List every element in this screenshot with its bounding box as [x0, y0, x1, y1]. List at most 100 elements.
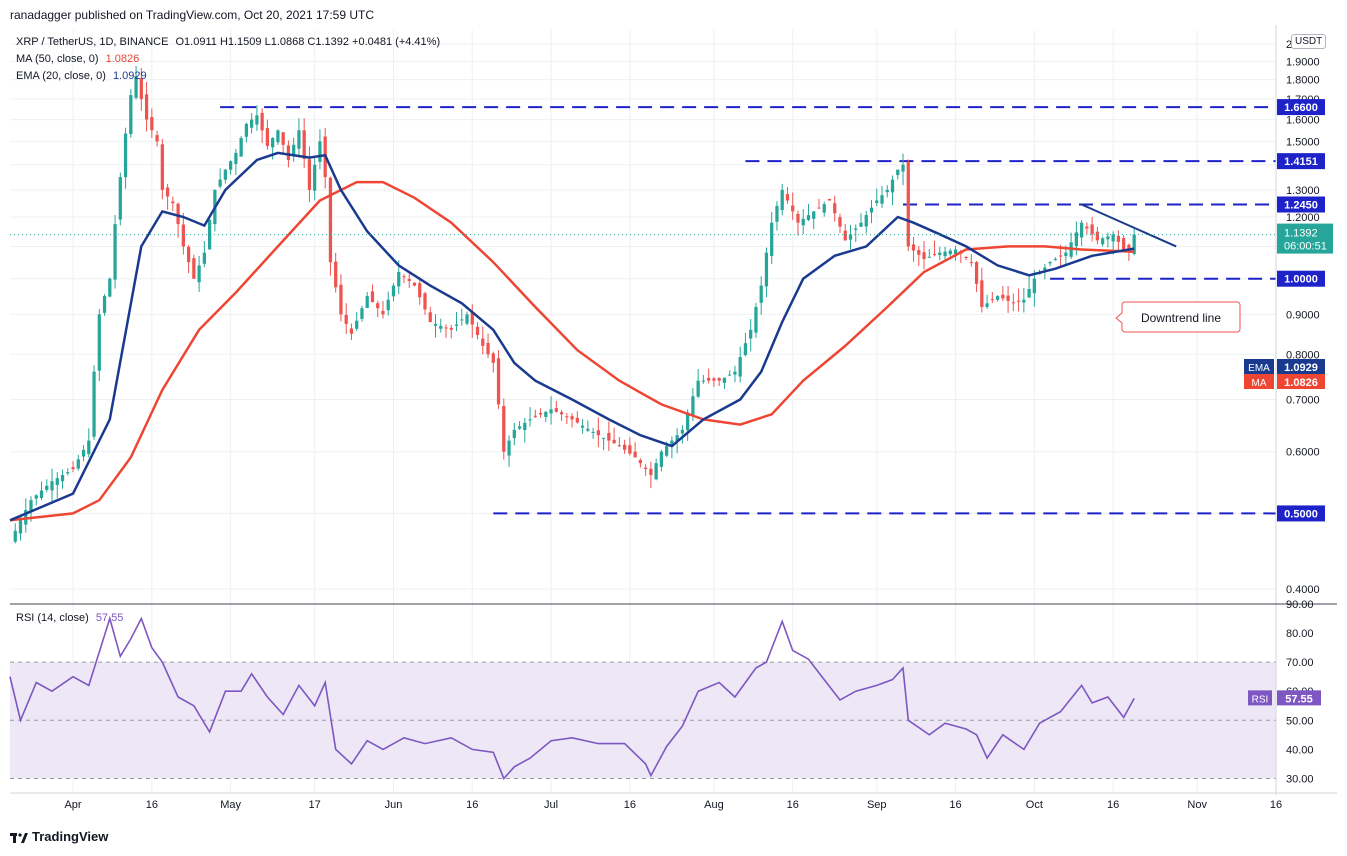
annotations: Downtrend line [10, 203, 1276, 333]
candle-body [386, 299, 390, 311]
ma-label: MA (50, close, 0) [16, 53, 99, 65]
candle-body [475, 326, 480, 336]
candle-body [355, 320, 359, 329]
rsi-value: 57.55 [95, 612, 124, 624]
candle-body [512, 429, 516, 439]
y-tick-label: 1.9000 [1286, 56, 1320, 68]
candle-body [370, 291, 375, 303]
candle-body [502, 406, 506, 452]
indicator-tag [1244, 359, 1274, 374]
ema-label: EMA (20, close, 0) [16, 70, 106, 82]
candle-body [229, 161, 233, 170]
candle-body [680, 429, 685, 434]
rsi-tick-label: 50.00 [1286, 715, 1314, 727]
candle-body [428, 312, 432, 323]
candle-body [859, 222, 863, 227]
candle-body [707, 377, 711, 381]
candle-body [1085, 226, 1089, 229]
candle-body [759, 285, 763, 303]
candle-body [81, 449, 86, 457]
candle-body [155, 135, 159, 142]
rsi-label: RSI (14, close) [16, 612, 89, 624]
level-price-badge [1277, 153, 1325, 170]
candle-body [1001, 294, 1005, 299]
candle-body [1106, 236, 1110, 240]
candle-body [376, 303, 380, 309]
candle-body [150, 117, 154, 131]
candle-body [985, 303, 989, 307]
candle-body [523, 422, 527, 430]
candle-body [97, 314, 101, 371]
indicator-price-badge [1277, 374, 1325, 389]
candle-body [102, 296, 107, 313]
candle-body [728, 374, 732, 376]
candle-body [565, 416, 569, 418]
candle-body [313, 164, 317, 191]
publisher-line: ranadagger published on TradingView.com,… [10, 8, 375, 22]
callout-text: Downtrend line [1141, 311, 1221, 325]
x-tick-label: 16 [466, 799, 478, 811]
rsi-value-badge [1277, 690, 1321, 706]
currency-badge[interactable]: USDT [1291, 34, 1327, 49]
candle-body [885, 189, 889, 193]
x-tick-label: 16 [146, 799, 158, 811]
tradingview-icon [10, 832, 28, 843]
candle-body [554, 408, 558, 412]
candle-body [439, 325, 443, 329]
candle-body [812, 211, 816, 219]
candle-body [1011, 302, 1015, 304]
candle-body [66, 472, 70, 474]
candle-body [360, 308, 364, 319]
candle-body [953, 249, 958, 254]
candle-body [922, 252, 926, 259]
candle-body [507, 440, 511, 456]
candle-body [775, 205, 779, 222]
candle-body [538, 412, 543, 415]
downtrend-line [1081, 203, 1177, 248]
candle-body [659, 451, 664, 467]
candle-body [822, 204, 826, 213]
rsi-legend: RSI (14, close) 57.55 [16, 612, 123, 624]
candle-body [806, 215, 811, 220]
candle-body [827, 199, 832, 201]
candle-body [344, 314, 348, 324]
candle-body [433, 323, 438, 326]
level-price-badge [1277, 196, 1325, 213]
x-tick-label: 16 [624, 799, 636, 811]
candle-body [18, 520, 23, 534]
candle-body [113, 224, 117, 280]
ma-legend: MA (50, close, 0) 1.0826 [16, 53, 139, 65]
candle-body [833, 203, 837, 214]
candle-body [255, 115, 259, 125]
candle-body [796, 213, 800, 223]
candle-body [754, 306, 758, 333]
candle-body [123, 133, 128, 178]
candle-body [192, 258, 196, 279]
rsi-tag [1248, 690, 1272, 706]
indicator-price-label: 1.0826 [1284, 377, 1318, 389]
candle-body [896, 169, 900, 176]
candle-body [207, 219, 212, 250]
candle-body [938, 252, 942, 256]
rsi-value-label: 57.55 [1285, 693, 1313, 705]
tradingview-logo[interactable]: TradingView [10, 829, 108, 844]
candle-body [654, 463, 658, 480]
rsi-line [9, 615, 1135, 780]
y-tick-label: 1.5000 [1286, 136, 1320, 148]
candle-body [318, 141, 322, 162]
candle-body [622, 444, 627, 450]
candle-body [785, 194, 790, 201]
candle-body [1048, 262, 1052, 264]
candle-body [260, 112, 264, 131]
callout-box [1115, 301, 1241, 333]
ema-legend: EMA (20, close, 0) 1.0929 [16, 70, 147, 82]
candle-body [144, 94, 149, 120]
candle-body [118, 177, 122, 220]
candle-body [176, 203, 180, 225]
candle-body [712, 378, 716, 381]
candle-body [1043, 267, 1047, 271]
candle-body [1132, 234, 1136, 254]
candle-body [927, 256, 931, 258]
candle-body [917, 249, 921, 255]
